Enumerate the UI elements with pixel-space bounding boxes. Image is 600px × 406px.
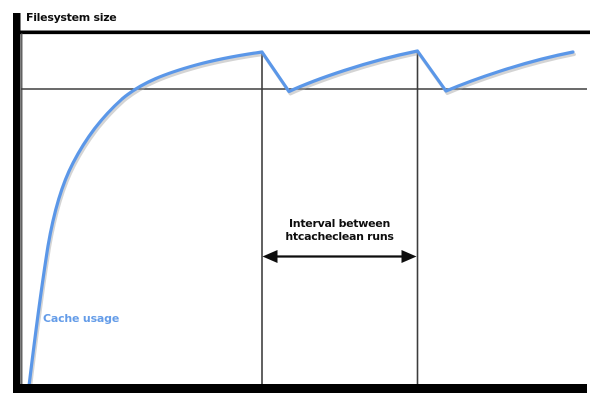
interval-between-runs-label: Interval between htcacheclean runs — [259, 217, 420, 243]
interval-label-line1: Interval between — [289, 217, 390, 230]
cache-usage-curve — [27, 49, 575, 388]
interval-arrow-left-head — [262, 250, 278, 263]
filesystem-size-label: Filesystem size — [26, 11, 117, 24]
interval-arrow-right-head — [401, 250, 417, 263]
y-axis — [13, 13, 21, 393]
x-axis — [13, 384, 587, 393]
interval-label-line2: htcacheclean runs — [285, 229, 394, 243]
cache-usage-label: Cache usage — [43, 312, 120, 325]
